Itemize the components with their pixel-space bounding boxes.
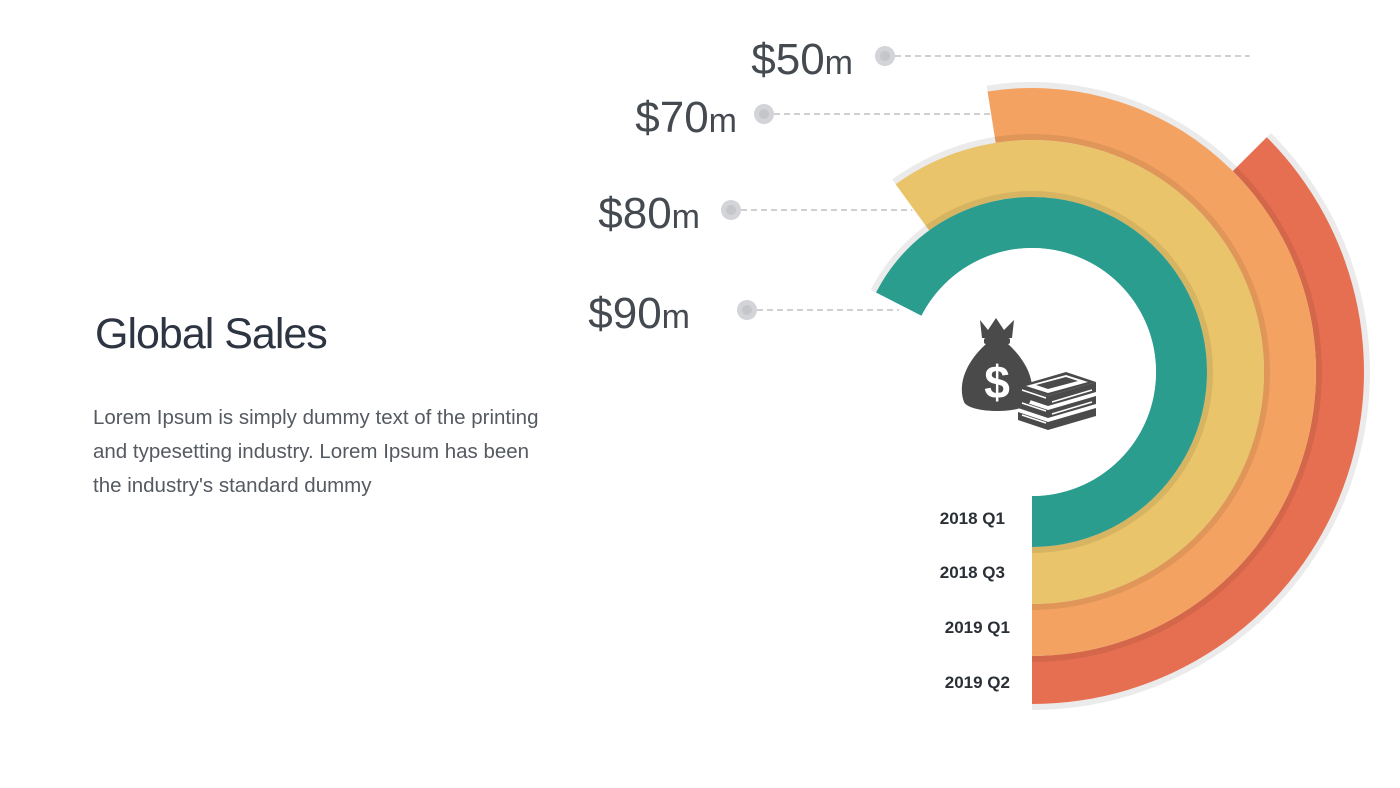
value-label: $80m	[598, 189, 700, 238]
radial-bar-2018-q3	[895, 139, 1265, 604]
description-text: Lorem Ipsum is simply dummy text of the …	[93, 406, 539, 497]
value-label: $70m	[635, 93, 737, 142]
category-label: 2018 Q3	[940, 563, 1005, 582]
money-bag-and-cash-icon: $	[961, 318, 1096, 430]
center-disc	[908, 248, 1156, 496]
page-title: Global Sales	[95, 310, 328, 358]
radial-bar-2019-q2	[1032, 137, 1364, 705]
category-label: 2018 Q1	[940, 509, 1005, 528]
value-label: $50m	[751, 35, 853, 84]
value-label: $90m	[588, 289, 690, 338]
category-label: 2019 Q2	[945, 673, 1010, 692]
category-label: 2019 Q1	[945, 618, 1010, 637]
leader-dot-inner	[726, 205, 736, 215]
intro-panel: Global Sales Lorem Ipsum is simply dummy…	[93, 310, 543, 503]
radial-bar-2019-q1	[987, 87, 1317, 657]
svg-text:$: $	[984, 356, 1010, 408]
radial-bar-2018-q1	[876, 197, 1207, 548]
leader-dot-inner	[742, 305, 752, 315]
leader-dot-inner	[880, 51, 890, 61]
leader-dot-inner	[759, 109, 769, 119]
